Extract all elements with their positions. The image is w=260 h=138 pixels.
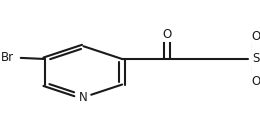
Text: O: O (162, 28, 171, 41)
Text: O: O (251, 30, 260, 43)
Text: O: O (251, 75, 260, 88)
Text: N: N (79, 91, 88, 104)
Text: Br: Br (0, 51, 14, 64)
Text: S: S (252, 52, 260, 66)
